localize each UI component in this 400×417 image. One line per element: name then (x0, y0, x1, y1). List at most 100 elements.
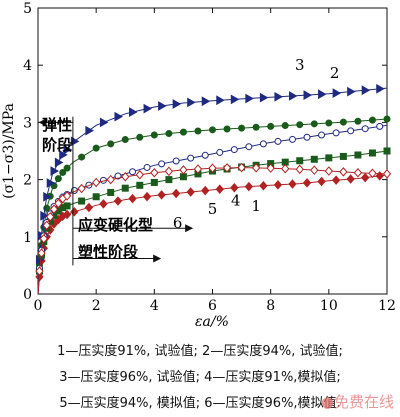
data-point (165, 176, 173, 184)
data-point (209, 126, 216, 134)
data-point (318, 89, 327, 100)
hardening-label: 应变硬化型 (78, 216, 153, 234)
data-point (296, 121, 304, 129)
data-point (150, 178, 158, 186)
data-point (54, 198, 63, 209)
x-tick-label: 10 (320, 298, 338, 314)
data-point (35, 266, 44, 276)
x-tick-label: 2 (92, 298, 101, 314)
curve-label-1: 1 (251, 197, 261, 215)
data-point (49, 204, 59, 214)
data-point (274, 137, 282, 145)
data-point (143, 163, 151, 171)
data-point (347, 127, 355, 135)
data-point (368, 116, 376, 124)
data-point (136, 133, 144, 141)
data-point (302, 178, 312, 188)
y-tick-label: 0 (23, 287, 32, 303)
data-point (383, 147, 391, 155)
data-point (222, 163, 232, 173)
data-point (85, 125, 94, 136)
data-point (92, 177, 101, 188)
data-point (274, 91, 283, 102)
curve-label-6: 6 (173, 214, 183, 232)
y-tick-label: 5 (23, 1, 32, 17)
data-point (59, 168, 67, 176)
data-point (158, 101, 167, 111)
data-point (259, 180, 268, 191)
data-point (288, 179, 297, 189)
data-point (179, 128, 187, 136)
y-tick-label: 4 (23, 58, 32, 74)
data-point (310, 120, 318, 128)
data-point (37, 248, 46, 258)
data-point (128, 193, 137, 204)
legend-line-3: 5—压实度94%, 模拟值; 6—压实度96%,模拟值. (59, 396, 341, 411)
data-point (172, 99, 182, 109)
plastic-stage-label: 塑性阶段 (78, 243, 138, 261)
data-point (281, 163, 290, 174)
data-point (238, 124, 246, 132)
data-point (121, 171, 130, 182)
data-point (78, 153, 86, 161)
data-point (114, 111, 123, 122)
data-point (245, 93, 254, 104)
data-point (63, 144, 73, 155)
data-point (164, 166, 174, 177)
data-point (382, 169, 392, 179)
series-line (37, 87, 388, 295)
data-point (332, 88, 342, 98)
data-point (84, 202, 94, 213)
curve-label-2: 2 (330, 64, 340, 82)
data-point (113, 196, 123, 206)
data-point (288, 91, 298, 101)
data-point (78, 197, 86, 205)
data-point (361, 85, 371, 96)
data-point (339, 167, 348, 177)
series-3 (35, 83, 388, 295)
data-point (179, 173, 187, 181)
curve-label-5: 5 (208, 200, 218, 218)
data-point (187, 97, 196, 108)
data-point (201, 185, 210, 196)
data-point (245, 143, 253, 151)
data-point (324, 166, 333, 176)
data-point (62, 209, 72, 220)
data-point (193, 164, 203, 174)
x-axis-label: εa/% (195, 314, 229, 330)
data-point (266, 163, 275, 173)
watermark: ●免费在线 (320, 393, 394, 411)
data-point (244, 181, 254, 192)
data-point (54, 175, 62, 183)
data-point (63, 202, 71, 210)
data-point (251, 163, 261, 173)
data-point (179, 165, 188, 175)
data-point (150, 167, 159, 178)
data-point (62, 191, 72, 201)
data-point (216, 95, 225, 106)
data-point (70, 207, 79, 217)
data-point (353, 167, 363, 178)
data-point (383, 115, 391, 123)
annotation-layer: 弹性 阶段 应变硬化型 塑性阶段 3 2 145 6 (38, 56, 340, 266)
data-point (376, 122, 384, 130)
data-point (216, 148, 224, 156)
data-point (267, 122, 275, 130)
data-point (43, 191, 52, 202)
data-point (288, 135, 296, 143)
data-point (157, 190, 166, 200)
data-point (332, 129, 340, 137)
data-point (136, 181, 144, 189)
y-tick-label: 1 (23, 230, 32, 246)
data-point (46, 178, 56, 188)
data-point (39, 233, 48, 244)
data-point (92, 193, 100, 201)
data-point (223, 125, 231, 133)
curve-label-4: 4 (231, 191, 241, 209)
data-point (318, 131, 326, 139)
data-point (361, 125, 369, 133)
data-point (129, 168, 137, 176)
data-point (317, 176, 326, 187)
data-point (107, 140, 115, 148)
